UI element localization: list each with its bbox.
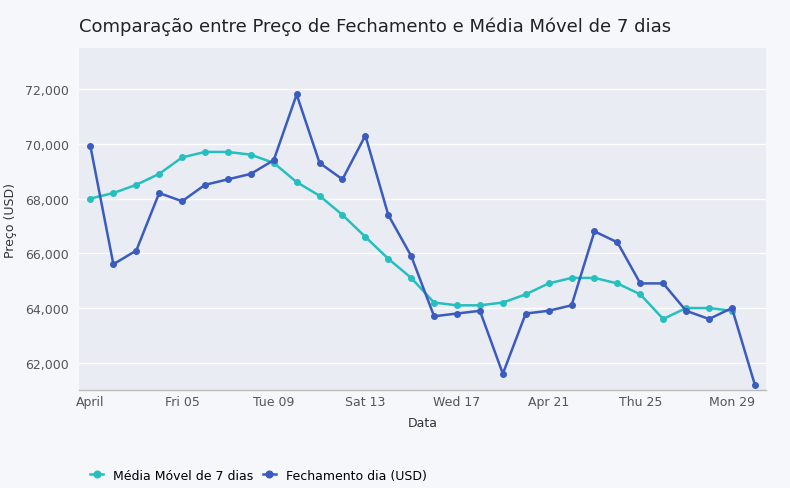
Fechamento dia (USD) [85,144,96,150]
Média Móvel de 7 dias [727,308,736,314]
Média Móvel de 7 dias [452,303,461,308]
Line: Média Móvel de 7 dias: Média Móvel de 7 dias [88,150,735,322]
Fechamento dia (USD) [383,213,393,219]
Média Móvel de 7 dias [155,172,164,178]
Média Móvel de 7 dias [613,281,623,287]
Média Móvel de 7 dias [269,161,278,166]
Fechamento dia (USD) [177,199,186,205]
Média Móvel de 7 dias [246,152,256,158]
Fechamento dia (USD) [108,262,118,267]
Média Móvel de 7 dias [223,150,232,156]
Média Móvel de 7 dias [360,234,370,240]
Fechamento dia (USD) [314,161,324,166]
Fechamento dia (USD) [658,281,668,287]
Média Móvel de 7 dias [383,256,393,262]
Média Móvel de 7 dias [108,191,118,197]
X-axis label: Data: Data [408,417,438,429]
Fechamento dia (USD) [155,191,164,197]
Média Móvel de 7 dias [705,305,714,311]
Média Móvel de 7 dias [201,150,210,156]
Média Móvel de 7 dias [475,303,484,308]
Média Móvel de 7 dias [406,275,416,281]
Média Móvel de 7 dias [314,193,324,199]
Fechamento dia (USD) [681,308,690,314]
Média Móvel de 7 dias [566,275,576,281]
Fechamento dia (USD) [131,248,141,254]
Fechamento dia (USD) [360,133,370,139]
Média Móvel de 7 dias [338,213,348,219]
Fechamento dia (USD) [430,314,439,320]
Fechamento dia (USD) [475,308,484,314]
Média Móvel de 7 dias [177,155,186,161]
Média Móvel de 7 dias [430,300,439,306]
Média Móvel de 7 dias [589,275,599,281]
Fechamento dia (USD) [589,229,599,235]
Fechamento dia (USD) [246,172,256,178]
Média Móvel de 7 dias [658,316,668,322]
Fechamento dia (USD) [338,177,348,183]
Média Móvel de 7 dias [498,300,507,306]
Fechamento dia (USD) [452,311,461,317]
Fechamento dia (USD) [498,371,507,377]
Legend: Média Móvel de 7 dias, Fechamento dia (USD): Média Móvel de 7 dias, Fechamento dia (U… [85,464,431,487]
Fechamento dia (USD) [292,92,302,98]
Média Móvel de 7 dias [131,183,141,188]
Text: Comparação entre Preço de Fechamento e Média Móvel de 7 dias: Comparação entre Preço de Fechamento e M… [79,18,672,36]
Fechamento dia (USD) [750,382,759,388]
Média Móvel de 7 dias [635,292,645,298]
Fechamento dia (USD) [406,254,416,260]
Fechamento dia (USD) [544,308,553,314]
Fechamento dia (USD) [566,303,576,308]
Média Móvel de 7 dias [544,281,553,287]
Fechamento dia (USD) [201,183,210,188]
Fechamento dia (USD) [613,240,623,246]
Line: Fechamento dia (USD): Fechamento dia (USD) [88,93,758,387]
Fechamento dia (USD) [521,311,531,317]
Fechamento dia (USD) [727,305,736,311]
Fechamento dia (USD) [269,158,278,164]
Média Móvel de 7 dias [521,292,531,298]
Y-axis label: Preço (USD): Preço (USD) [4,182,17,257]
Média Móvel de 7 dias [681,305,690,311]
Média Móvel de 7 dias [85,196,96,202]
Fechamento dia (USD) [705,316,714,322]
Fechamento dia (USD) [635,281,645,287]
Média Móvel de 7 dias [292,180,302,185]
Fechamento dia (USD) [223,177,232,183]
